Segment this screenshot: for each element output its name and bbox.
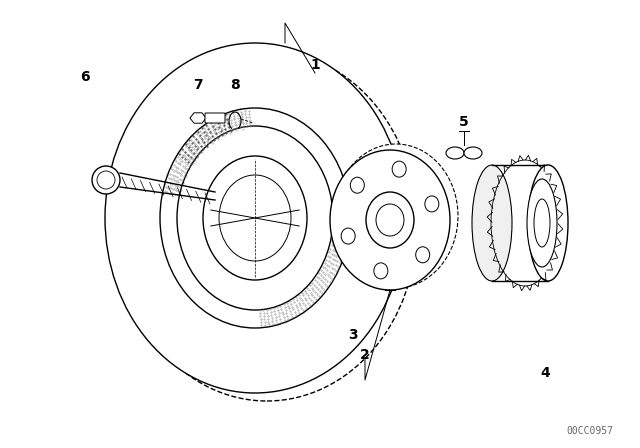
Polygon shape	[190, 113, 206, 123]
Ellipse shape	[534, 199, 550, 247]
Ellipse shape	[366, 192, 414, 248]
Ellipse shape	[446, 147, 464, 159]
Ellipse shape	[464, 147, 482, 159]
Ellipse shape	[97, 171, 115, 189]
Ellipse shape	[92, 166, 120, 194]
Text: 00CC0957: 00CC0957	[566, 426, 614, 436]
Text: 3: 3	[348, 328, 358, 342]
Ellipse shape	[203, 156, 307, 280]
Text: 2: 2	[360, 348, 370, 362]
Ellipse shape	[341, 228, 355, 244]
Ellipse shape	[219, 175, 291, 261]
Ellipse shape	[160, 108, 350, 328]
Ellipse shape	[527, 179, 557, 267]
Ellipse shape	[425, 196, 439, 212]
Ellipse shape	[416, 247, 429, 263]
Ellipse shape	[374, 263, 388, 279]
Ellipse shape	[334, 144, 458, 288]
Text: 8: 8	[230, 78, 240, 92]
Text: 5: 5	[459, 115, 469, 129]
Ellipse shape	[105, 43, 405, 393]
Text: 4: 4	[540, 366, 550, 380]
Text: 6: 6	[80, 70, 90, 84]
Ellipse shape	[472, 165, 512, 281]
Ellipse shape	[376, 204, 404, 236]
Ellipse shape	[392, 161, 406, 177]
Ellipse shape	[528, 165, 568, 281]
Ellipse shape	[350, 177, 364, 193]
Ellipse shape	[177, 126, 333, 310]
Ellipse shape	[117, 51, 417, 401]
Text: 7: 7	[193, 78, 203, 92]
Ellipse shape	[330, 150, 450, 290]
FancyBboxPatch shape	[205, 113, 225, 123]
Text: 1: 1	[310, 58, 320, 72]
